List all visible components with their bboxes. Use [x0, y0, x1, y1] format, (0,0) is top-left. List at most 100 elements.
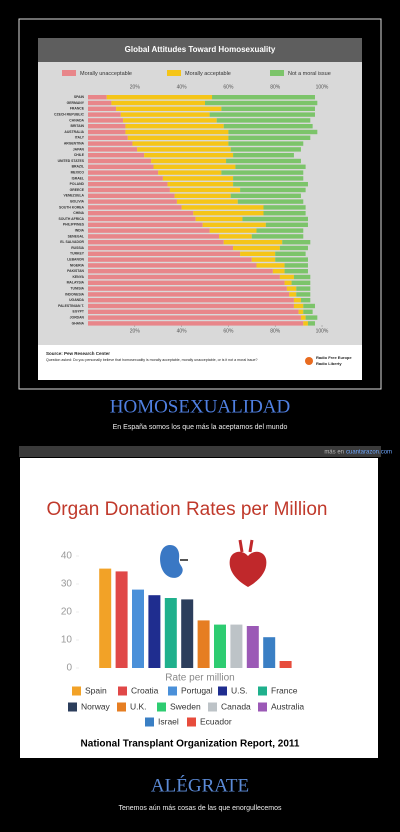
category-label: VENEZUELA [63, 194, 84, 198]
legend-swatch [117, 702, 126, 712]
category-label: MEXICO [71, 170, 85, 174]
bar-segment [88, 129, 126, 135]
category-label: ARGENTINA [64, 141, 85, 145]
bar-segment [256, 228, 304, 233]
bar-segment [88, 286, 287, 291]
category-label: UGANDA [69, 298, 84, 302]
bar-segment [228, 135, 311, 140]
bar-segment [223, 124, 313, 129]
y-tick-label: 10 [61, 635, 73, 646]
bar-segment [88, 222, 203, 227]
category-label: POLAND [70, 182, 85, 186]
category-label: TUNISIA [70, 286, 84, 290]
category-label: AUSTRALIA [64, 130, 84, 134]
bar-segment [88, 182, 168, 187]
bar [115, 571, 128, 668]
category-label: BRAZIL [72, 165, 84, 169]
bar-segment [125, 124, 224, 129]
bar [246, 626, 259, 668]
y-tick-label: 30 [61, 579, 73, 590]
category-label: JAPAN [73, 147, 85, 151]
bar-segment [284, 263, 308, 268]
bar-segment [303, 303, 315, 309]
legend-swatch [208, 702, 217, 712]
x-tick-label: 40% [177, 84, 188, 90]
x-tick-label: 20% [130, 328, 141, 334]
category-label: EGYPT [73, 310, 85, 314]
bar-segment [88, 309, 299, 314]
legend-swatch [270, 70, 284, 76]
bar-segment [303, 309, 313, 314]
bar-segment [88, 164, 154, 169]
bar-segment [300, 298, 311, 303]
bar-segment [298, 309, 304, 314]
bar-segment [240, 251, 276, 256]
bar-segment [88, 124, 126, 129]
x-axis-label: Rate per million [165, 673, 234, 684]
bar-segment [88, 118, 124, 123]
category-label: SOUTH KOREA [59, 205, 85, 209]
category-label: INDONESIA [65, 292, 84, 296]
bar-segment [233, 182, 308, 187]
y-tick-label: 40 [61, 551, 73, 562]
bar-segment [202, 222, 266, 227]
legend-swatch [72, 686, 81, 696]
bar-segment [275, 257, 308, 262]
legend-swatch [218, 686, 227, 696]
category-label: BOLIVIA [70, 199, 84, 203]
category-label: PHILIPPINES [63, 223, 85, 227]
category-label: CANADA [69, 118, 84, 122]
bar-segment [153, 164, 236, 169]
link-site[interactable]: cuantarazon.com [346, 450, 392, 456]
bar-segment [228, 129, 318, 135]
legend-label: Croatia [131, 685, 159, 695]
bar-segment [272, 269, 285, 274]
bar-segment [169, 187, 241, 193]
category-label: NIGERIA [70, 263, 85, 267]
legend-label: Canada [221, 701, 251, 711]
question: Question asked: Do you personally believ… [46, 358, 258, 362]
bar-segment [233, 176, 304, 181]
x-tick-label: 100% [316, 328, 329, 334]
bar-segment [279, 245, 308, 251]
bar-segment [209, 112, 315, 117]
bar-segment [137, 147, 231, 152]
bar-segment [158, 170, 222, 175]
credit: Radio Liberty [316, 361, 342, 366]
bar-segment [120, 112, 210, 117]
bar-segment [263, 211, 306, 216]
poster-title: ALÉGRATE [151, 774, 249, 796]
bar-segment [289, 292, 297, 297]
bar-segment [88, 263, 257, 268]
bar [181, 599, 194, 668]
bar-segment [228, 141, 304, 146]
x-tick-label: 40% [177, 328, 188, 334]
bar-segment [193, 211, 264, 216]
bar-segment [263, 205, 306, 210]
bar-segment [144, 153, 234, 158]
category-label: GREECE [70, 188, 85, 192]
category-label: PALESTINIAN T. [58, 304, 84, 308]
link-prefix: más en [324, 450, 344, 456]
bar-segment [88, 269, 273, 274]
bar-segment [88, 298, 294, 303]
bar [230, 624, 243, 668]
bar-segment [167, 182, 234, 187]
legend-swatch [118, 686, 127, 696]
x-tick-label: 60% [223, 328, 234, 334]
legend-swatch [157, 702, 166, 712]
bar-segment [88, 176, 163, 181]
bar-segment [233, 245, 280, 251]
bar-segment [251, 257, 276, 262]
bar-segment [116, 106, 222, 111]
bar-segment [307, 321, 315, 326]
bar-segment [230, 147, 301, 152]
category-label: ITALY [75, 136, 85, 140]
bar-segment [88, 199, 177, 204]
legend-label: Israel [158, 716, 179, 726]
bar-segment [88, 147, 138, 152]
bar [132, 589, 144, 668]
kidney-icon [160, 545, 183, 578]
bar-segment [265, 222, 308, 227]
